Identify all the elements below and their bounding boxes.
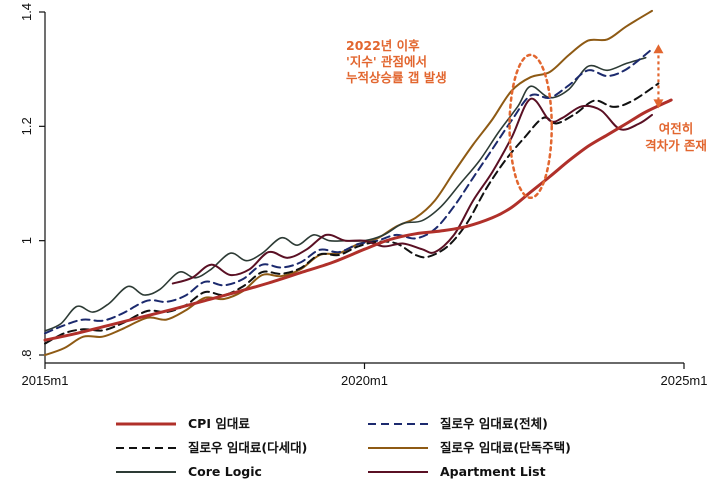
y-tick-label: 1.2: [19, 117, 34, 135]
y-tick-label: .8: [19, 350, 34, 361]
annotation-still-gap-text: 여전히: [659, 121, 694, 136]
x-tick-label: 2015m1: [22, 373, 69, 388]
gap-arrow-head-up: [653, 44, 664, 54]
x-tick-label: 2020m1: [341, 373, 388, 388]
annotation-gap-text: 누적상승률 갭 발생: [346, 70, 447, 85]
annotation-still-gap-text: 격차가 존재: [645, 138, 707, 153]
legend-label-cpi-rent: CPI 임대료: [188, 416, 250, 431]
y-tick-label: 1.4: [19, 3, 34, 21]
gap-arrow-head-down: [653, 99, 664, 109]
annotation-gap-text: 2022년 이후: [346, 38, 420, 53]
legend-label-zillow-multifamily: 질로우 임대료(다세대): [188, 440, 307, 455]
y-tick-label: 1: [19, 237, 34, 244]
series-line-apartment-list: [171, 97, 653, 285]
axes: .8 1 1.2 1.4 2015m1 2020m1 2025m1: [19, 3, 707, 388]
legend-label-core-logic: Core Logic: [188, 464, 262, 479]
series-line-zillow-all: [44, 48, 653, 335]
legend-label-zillow-all: 질로우 임대료(전체): [440, 416, 548, 431]
series-line-cpi-rent: [43, 98, 673, 342]
series-lines: [43, 9, 673, 356]
series-line-core-logic: [44, 56, 647, 332]
legend: CPI 임대료 질로우 임대료(전체) 질로우 임대료(다세대) 질로우 임대료(단독…: [116, 416, 571, 479]
legend-label-zillow-single-family: 질로우 임대료(단독주택): [440, 440, 571, 455]
legend-label-apartment-list: Apartment List: [440, 464, 546, 479]
annotation-gap-text: '지수' 관점에서: [346, 54, 427, 69]
x-tick-label: 2025m1: [661, 373, 708, 388]
highlight-ellipse: [508, 53, 553, 200]
series-line-zillow-multifamily: [44, 82, 660, 345]
